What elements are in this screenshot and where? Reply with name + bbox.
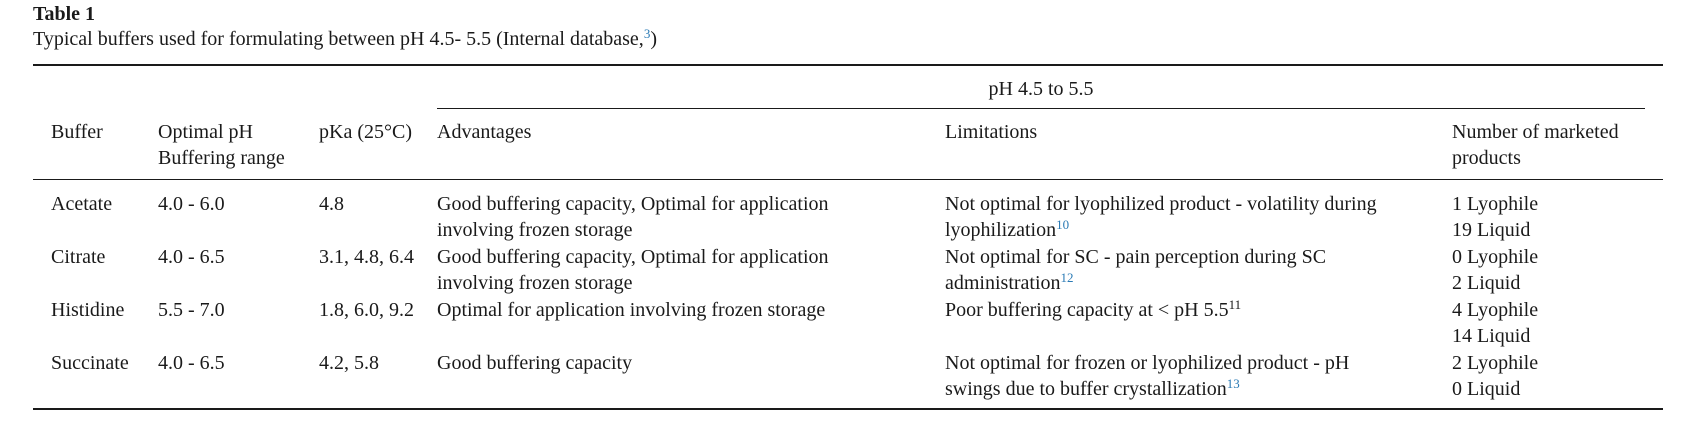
row-acetate-limitations: Not optimal for lyophilized product - vo…	[945, 191, 1377, 243]
row-citrate-reference-link[interactable]: 12	[1060, 270, 1074, 285]
table-top-rule	[33, 64, 1663, 66]
row-histidine-limitations-text: Poor buffering capacity at < pH 5.5	[945, 299, 1229, 321]
table-bottom-rule	[33, 408, 1663, 410]
row-citrate-advantages-line1: Good buffering capacity, Optimal for app…	[437, 246, 829, 268]
header-optimal-ph: Optimal pH Buffering range	[158, 119, 285, 171]
row-acetate-limitations-text: lyophilization	[945, 219, 1057, 241]
header-optimal-ph-line2: Buffering range	[158, 147, 285, 169]
header-marketed-line2: products	[1452, 147, 1521, 169]
row-acetate-advantages-line1: Good buffering capacity, Optimal for app…	[437, 193, 829, 215]
row-citrate-products-line2: 2 Liquid	[1452, 272, 1521, 294]
row-citrate-limitations-line2: administration12	[945, 270, 1326, 296]
row-succinate-pka: 4.2, 5.8	[319, 352, 379, 374]
row-acetate-reference-link[interactable]: 10	[1056, 217, 1070, 232]
row-histidine-limitations: Poor buffering capacity at < pH 5.511	[945, 297, 1241, 323]
row-succinate-products: 2 Lyophile 0 Liquid	[1452, 350, 1538, 402]
caption-close: )	[650, 28, 657, 50]
group-header-rule	[437, 108, 1645, 109]
header-pka: pKa (25°C)	[319, 121, 412, 143]
group-header-ph-range: pH 4.5 to 5.5	[988, 78, 1094, 100]
header-advantages: Advantages	[437, 121, 532, 143]
row-succinate-products-line1: 2 Lyophile	[1452, 352, 1539, 374]
row-acetate-advantages-line2: involving frozen storage	[437, 219, 633, 241]
row-histidine-range: 5.5 - 7.0	[158, 299, 225, 321]
row-succinate-range: 4.0 - 6.5	[158, 352, 225, 374]
row-succinate-products-line2: 0 Liquid	[1452, 378, 1521, 400]
header-buffer: Buffer	[51, 121, 103, 143]
row-citrate-buffer: Citrate	[51, 246, 106, 268]
row-citrate-pka: 3.1, 4.8, 6.4	[319, 246, 414, 268]
row-succinate-buffer: Succinate	[51, 352, 129, 374]
header-marketed-line1: Number of marketed	[1452, 121, 1619, 143]
row-acetate-products: 1 Lyophile 19 Liquid	[1452, 191, 1538, 243]
caption-body: Typical buffers used for formulating bet…	[33, 28, 644, 50]
table-caption-text: Typical buffers used for formulating bet…	[33, 26, 657, 52]
row-succinate-advantages: Good buffering capacity	[437, 352, 633, 374]
row-citrate-advantages: Good buffering capacity, Optimal for app…	[437, 244, 829, 296]
row-acetate-advantages: Good buffering capacity, Optimal for app…	[437, 191, 829, 243]
row-citrate-limitations-line1: Not optimal for SC - pain perception dur…	[945, 246, 1327, 268]
header-bottom-rule	[33, 179, 1663, 180]
row-citrate-limitations: Not optimal for SC - pain perception dur…	[945, 244, 1326, 296]
row-succinate-reference-link[interactable]: 13	[1226, 376, 1240, 391]
row-citrate-advantages-line2: involving frozen storage	[437, 272, 633, 294]
row-succinate-limitations-line1: Not optimal for frozen or lyophilized pr…	[945, 352, 1350, 374]
row-citrate-range: 4.0 - 6.5	[158, 246, 225, 268]
header-optimal-ph-line1: Optimal pH	[158, 121, 253, 143]
row-acetate-products-line1: 1 Lyophile	[1452, 193, 1539, 215]
header-limitations: Limitations	[945, 121, 1038, 143]
row-citrate-limitations-text: administration	[945, 272, 1061, 294]
row-succinate-limitations-line2: swings due to buffer crystallization13	[945, 376, 1349, 402]
row-acetate-buffer: Acetate	[51, 193, 113, 215]
row-acetate-pka: 4.8	[319, 193, 344, 215]
row-histidine-pka: 1.8, 6.0, 9.2	[319, 299, 414, 321]
caption-reference-link[interactable]: 3	[643, 26, 651, 41]
row-acetate-limitations-line2: lyophilization10	[945, 217, 1377, 243]
row-histidine-reference: 11	[1228, 297, 1242, 312]
table-label: Table 1	[33, 3, 96, 25]
table-caption: Table 1 Typical buffers used for formula…	[33, 2, 657, 52]
row-citrate-products-line1: 0 Lyophile	[1452, 246, 1539, 268]
row-histidine-products-line2: 14 Liquid	[1452, 325, 1531, 347]
row-succinate-limitations-text: swings due to buffer crystallization	[945, 378, 1227, 400]
row-succinate-limitations: Not optimal for frozen or lyophilized pr…	[945, 350, 1349, 402]
row-acetate-limitations-line1: Not optimal for lyophilized product - vo…	[945, 193, 1377, 215]
row-histidine-buffer: Histidine	[51, 299, 125, 321]
row-histidine-advantages: Optimal for application involving frozen…	[437, 299, 826, 321]
row-histidine-products: 4 Lyophile 14 Liquid	[1452, 297, 1538, 349]
row-acetate-range: 4.0 - 6.0	[158, 193, 225, 215]
row-histidine-products-line1: 4 Lyophile	[1452, 299, 1539, 321]
header-marketed-products: Number of marketed products	[1452, 119, 1619, 171]
row-citrate-products: 0 Lyophile 2 Liquid	[1452, 244, 1538, 296]
row-acetate-products-line2: 19 Liquid	[1452, 219, 1531, 241]
